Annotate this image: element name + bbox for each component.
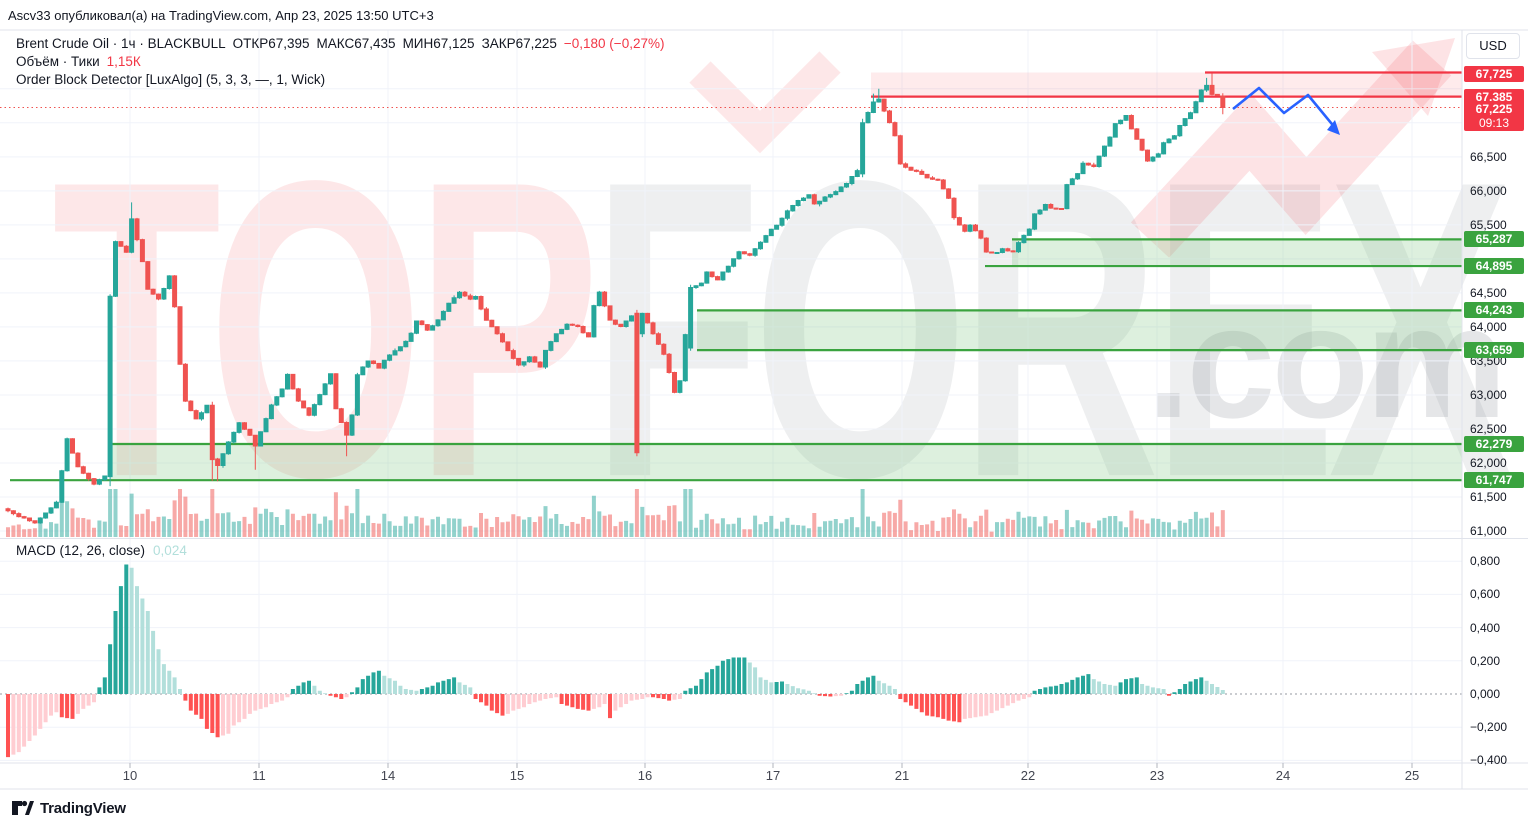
indicator-label[interactable]: Order Block Detector [LuxAlgo] (5, 3, 3,…: [16, 72, 326, 87]
watermark-com: .com: [1146, 272, 1507, 451]
macd-tick-label: −0,200: [1470, 720, 1508, 735]
price-tick-label: 61,500: [1470, 489, 1507, 504]
price-tick-label: 63,000: [1470, 387, 1507, 402]
level-price-badge: 67,725: [1464, 65, 1524, 82]
time-tick-label: 24: [1275, 768, 1291, 783]
symbol-legend-row[interactable]: Brent Crude Oil · 1ч · BLACKBULL ОТКР67,3…: [16, 35, 671, 52]
price-change: −0,180 (−0,27%): [563, 36, 665, 51]
ohlc-close: ЗАКР67,225: [481, 36, 557, 51]
price-tick-label: 64,000: [1470, 319, 1507, 334]
time-tick-label: 10: [122, 768, 138, 783]
macd-histogram-pos-growing: [97, 564, 1204, 694]
price-tick-label: 62,000: [1470, 455, 1507, 470]
order-block-zone-1: [1012, 239, 1462, 267]
publish-line: Ascv33 опубликовал(а) на TradingView.com…: [8, 8, 434, 23]
footer: TradingView: [12, 797, 126, 819]
price-tick-label: 61,000: [1470, 524, 1507, 538]
ohlc-low: МИН67,125: [402, 36, 475, 51]
time-tick-label: 21: [894, 768, 910, 783]
watermark-top: TOP: [52, 92, 600, 565]
ohlc-high: МАКС67,435: [316, 36, 396, 51]
watermark-brand: TOPFOREX: [52, 117, 1513, 540]
macd-legend-row[interactable]: MACD (12, 26, close) 0,024: [16, 543, 187, 558]
horizontal-gridlines: [0, 88, 1462, 761]
time-tick-label: 14: [380, 768, 396, 783]
order-block-zone-2: [697, 310, 1462, 351]
time-axis[interactable]: 10 11 14 15 16 17 21 22 23 24 25: [0, 763, 1528, 789]
macd-histogram-neg-rising: [11, 694, 1032, 755]
macd-label[interactable]: MACD (12, 26, close): [16, 543, 146, 558]
level-price-badge: 65,287: [1464, 231, 1524, 248]
time-tick-label: 25: [1404, 768, 1420, 783]
volume-legend-row[interactable]: Объём · Тики 1,15К: [16, 53, 671, 70]
volume-value: 1,15К: [106, 54, 141, 69]
time-tick-label: 11: [252, 768, 266, 783]
currency-button[interactable]: USD: [1466, 33, 1520, 59]
time-tick-label: 16: [637, 768, 653, 783]
time-tick-label: 17: [765, 768, 781, 783]
indicator-legend-row[interactable]: Order Block Detector [LuxAlgo] (5, 3, 3,…: [16, 71, 671, 88]
time-tick-label: 15: [509, 768, 525, 783]
macd-tick-label: −0,400: [1470, 753, 1508, 768]
time-tick-label: 23: [1149, 768, 1165, 783]
level-price-badge: 63,659: [1464, 342, 1524, 359]
macd-tick-label: 0,200: [1470, 653, 1501, 668]
watermark-forex: FOREX: [591, 92, 1513, 565]
watermark-swoosh-small-icon: [689, 51, 841, 154]
volume-label[interactable]: Объём · Тики: [16, 54, 100, 69]
time-tick-label: 22: [1020, 768, 1036, 783]
watermark-swoosh-icon: [1130, 40, 1452, 258]
projection-arrowhead: [1327, 120, 1340, 135]
macd-tick-label: 0,000: [1470, 687, 1501, 701]
macd-histogram-pos-falling: [129, 567, 1225, 694]
volume-bars-up: [38, 489, 1209, 537]
order-block-zone-0: [871, 72, 1462, 97]
level-price-badge: 64,895: [1464, 258, 1524, 275]
level-price-badge: 62,279: [1464, 436, 1524, 452]
price-tick-label: 65,500: [1470, 217, 1507, 232]
order-block-zone-3: [110, 444, 1462, 481]
time-axis-tickmarks: [129, 763, 1413, 768]
macd-tick-label: 0,400: [1470, 620, 1501, 635]
macd-tick-label: 0,800: [1470, 554, 1501, 569]
macd-histogram-neg-falling: [6, 694, 1171, 758]
candle-bodies-down: [5, 84, 1226, 524]
tradingview-logo-icon[interactable]: [12, 800, 34, 816]
price-tick-label: 66,500: [1470, 149, 1507, 164]
macd-value: 0,024: [153, 543, 187, 558]
price-tick-label: 62,500: [1470, 421, 1507, 436]
level-price-badge: 61,747: [1464, 472, 1524, 489]
candle-bodies-up: [37, 84, 1210, 524]
ohlc-open: ОТКР67,395: [232, 36, 310, 51]
symbol-title[interactable]: Brent Crude Oil · 1ч · BLACKBULL: [16, 36, 226, 51]
macd-tick-label: 0,600: [1470, 587, 1501, 602]
level-price-badge: 64,243: [1464, 302, 1524, 319]
price-tick-label: 64,500: [1470, 285, 1507, 300]
price-tick-label: 66,000: [1470, 183, 1507, 198]
footer-brand[interactable]: TradingView: [40, 799, 126, 817]
current-price-badge: 67,225 09:13: [1464, 100, 1524, 131]
chart-legend: Brent Crude Oil · 1ч · BLACKBULL ОТКР67,3…: [16, 35, 671, 89]
projection-arrow[interactable]: [1232, 86, 1338, 130]
volume-bars-down: [6, 489, 1225, 537]
price-axis[interactable]: 66,500 66,000 65,500 64,500 64,000 63,500 63,0…: [1463, 30, 1528, 767]
vertical-gridlines: [129, 30, 1413, 763]
